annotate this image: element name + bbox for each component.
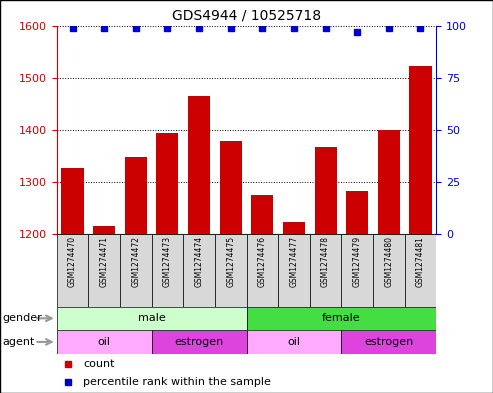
Bar	[125, 157, 147, 234]
Bar	[310, 234, 341, 307]
Bar	[152, 330, 246, 354]
Bar	[315, 147, 337, 234]
Title: GDS4944 / 10525718: GDS4944 / 10525718	[172, 9, 321, 23]
Text: oil: oil	[287, 337, 300, 347]
Text: GSM1274471: GSM1274471	[100, 236, 108, 287]
Text: count: count	[83, 359, 115, 369]
Bar	[409, 66, 431, 234]
Text: GSM1274478: GSM1274478	[321, 236, 330, 287]
Bar	[57, 307, 246, 330]
Text: GSM1274472: GSM1274472	[131, 236, 141, 287]
Bar	[346, 191, 368, 234]
Text: GSM1274470: GSM1274470	[68, 236, 77, 287]
Bar	[120, 234, 152, 307]
Text: GSM1274474: GSM1274474	[195, 236, 204, 287]
Bar	[246, 307, 436, 330]
Bar	[188, 96, 210, 234]
Bar	[246, 330, 341, 354]
Text: gender: gender	[2, 313, 42, 323]
Bar	[373, 234, 405, 307]
Bar	[215, 234, 246, 307]
Bar	[405, 234, 436, 307]
Bar	[152, 234, 183, 307]
Text: GSM1274475: GSM1274475	[226, 236, 235, 287]
Text: GSM1274480: GSM1274480	[385, 236, 393, 287]
Bar	[278, 234, 310, 307]
Text: female: female	[322, 313, 361, 323]
Bar	[341, 330, 436, 354]
Text: percentile rank within the sample: percentile rank within the sample	[83, 377, 271, 387]
Bar	[183, 234, 215, 307]
Text: oil: oil	[98, 337, 110, 347]
Bar	[219, 141, 242, 234]
Bar	[62, 168, 84, 234]
Text: GSM1274473: GSM1274473	[163, 236, 172, 287]
Text: GSM1274479: GSM1274479	[352, 236, 362, 287]
Bar	[378, 130, 400, 234]
Text: GSM1274476: GSM1274476	[258, 236, 267, 287]
Text: estrogen: estrogen	[364, 337, 414, 347]
Bar	[246, 234, 278, 307]
Bar	[88, 234, 120, 307]
Bar	[283, 222, 305, 234]
Bar	[156, 133, 178, 234]
Bar	[251, 195, 274, 234]
Bar	[341, 234, 373, 307]
Text: male: male	[138, 313, 166, 323]
Text: GSM1274481: GSM1274481	[416, 236, 425, 287]
Text: GSM1274477: GSM1274477	[289, 236, 298, 287]
Bar	[93, 226, 115, 234]
Bar	[57, 234, 88, 307]
Text: agent: agent	[2, 337, 35, 347]
Bar	[57, 330, 152, 354]
Text: estrogen: estrogen	[175, 337, 224, 347]
